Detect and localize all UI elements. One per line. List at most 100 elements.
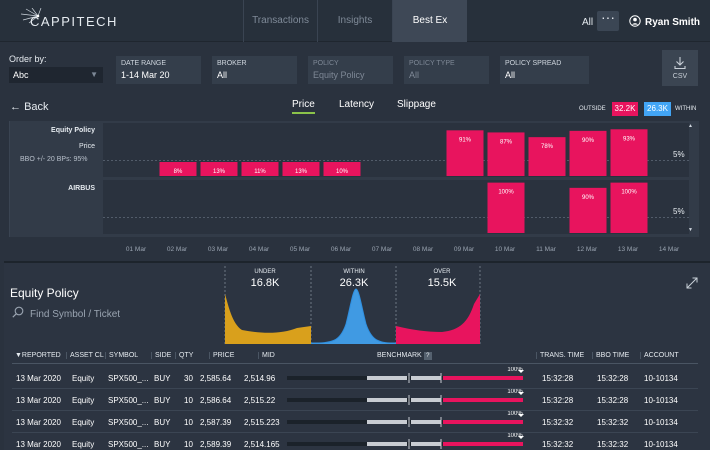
daily-compliance-chart: 8% 13% 11% 13% 10% 91% 87% 78% 90% 93% 100% 90% 100%…	[9, 121, 699, 237]
legend-within-value: 26.3K	[644, 102, 671, 116]
search-input[interactable]	[30, 307, 210, 321]
policy-spread-label: POLICY SPREAD	[505, 60, 562, 67]
legend-outside-label: OUTSIDE	[579, 106, 606, 112]
col-symbol[interactable]: SYMBOL	[105, 352, 138, 359]
table-row[interactable]: 13 Mar 2020 Equity SPX500_... BUY 30 2,585.64…	[12, 367, 698, 389]
x-tick-label: 14 Mar	[659, 246, 680, 253]
bar-data-label: 100%	[621, 190, 637, 196]
tab-transactions[interactable]: Transactions	[243, 0, 317, 42]
col-account[interactable]: ACCOUNT	[640, 352, 679, 359]
broker-label: BROKER	[217, 60, 247, 67]
asset-class-cell: Equity	[72, 418, 95, 427]
bar-data-label: 87%	[500, 139, 513, 145]
tab-latency[interactable]: Latency	[339, 99, 375, 110]
scroll-down-arrow[interactable]: ▼	[688, 227, 693, 233]
order-by-select[interactable]: Abc ▼	[9, 67, 103, 83]
within-curve	[311, 289, 396, 344]
tab-price[interactable]: Price	[292, 99, 315, 114]
price-cell: 2,585.64	[200, 374, 232, 383]
x-tick-label: 09 Mar	[454, 246, 475, 253]
table-row[interactable]: 13 Mar 2020 Equity SPX500_... BUY 10 2,586.64…	[12, 389, 698, 411]
policy-spread-filter[interactable]: POLICY SPREAD All	[500, 56, 589, 84]
account-filter[interactable]: All	[582, 17, 594, 28]
x-axis: 01 Mar 02 Mar 03 Mar 04 Mar 05 Mar 06 Mar 07 M…	[126, 246, 680, 253]
policy-filter[interactable]: POLICY Equity Policy	[308, 56, 393, 84]
threshold-label: 5%	[673, 207, 685, 216]
bench-value-label: 100%	[507, 367, 523, 373]
bar-data-label: 78%	[541, 144, 554, 150]
side-cell: BUY	[154, 418, 171, 427]
qty-cell: 10	[184, 418, 193, 427]
trans-time-cell: 15:32:28	[542, 396, 574, 405]
asset-class-cell: Equity	[72, 374, 95, 383]
policy-spread-value: All	[505, 70, 516, 80]
col-benchmark[interactable]: BENCHMARK?	[377, 352, 432, 360]
distribution-within-value: 26.3K	[339, 277, 369, 289]
distribution-within-label: WITHIN	[343, 269, 365, 275]
bench-band	[411, 420, 441, 424]
tab-best-ex[interactable]: Best Ex	[392, 0, 467, 42]
account-cell: 10-10134	[644, 396, 678, 405]
detail-title: Equity Policy	[10, 286, 79, 300]
bench-value-label: 100%	[507, 389, 523, 395]
help-icon[interactable]: ?	[423, 352, 432, 360]
table-row[interactable]: 13 Mar 2020 Equity SPX500_... BUY 10 2,589.39…	[12, 433, 698, 450]
distribution-under-label: UNDER	[254, 269, 276, 275]
symbol-cell: SPX500_...	[108, 396, 149, 405]
tab-slippage[interactable]: Slippage	[397, 99, 436, 110]
policy-type-filter[interactable]: POLICY TYPE All	[404, 56, 489, 84]
user-name[interactable]: Ryan Smith	[645, 17, 701, 28]
bar-data-label: 11%	[254, 169, 266, 175]
table-row[interactable]: 13 Mar 2020 Equity SPX500_... BUY 10 2,587.39…	[12, 411, 698, 433]
csv-export-button[interactable]: CSV	[662, 50, 698, 86]
reported-cell: 13 Mar 2020	[16, 374, 61, 383]
scroll-up-arrow[interactable]: ▲	[688, 123, 693, 129]
col-mid[interactable]: MID	[258, 352, 275, 359]
col-qty[interactable]: QTY	[175, 352, 193, 359]
col-bbo-time[interactable]: BBO TIME	[592, 352, 629, 359]
bench-pointer	[518, 436, 524, 439]
col-side[interactable]: SIDE	[151, 352, 171, 359]
bench-band	[411, 376, 441, 380]
user-icon[interactable]	[629, 15, 641, 27]
chart-bar	[487, 132, 525, 176]
chart-bar	[200, 162, 238, 176]
table-header: ▼REPORTED ASSET CL SYMBOL SIDE QTY PRICE…	[12, 350, 698, 364]
reported-cell: 13 Mar 2020	[16, 396, 61, 405]
side-cell: BUY	[154, 374, 171, 383]
order-by-label: Order by:	[9, 54, 47, 64]
row-title-airbus: AIRBUS	[68, 185, 95, 192]
col-trans-time[interactable]: TRANS. TIME	[536, 352, 584, 359]
account-cell: 10-10134	[644, 440, 678, 449]
asset-class-cell: Equity	[72, 396, 95, 405]
bench-band	[411, 398, 441, 402]
x-tick-label: 07 Mar	[372, 246, 393, 253]
bar-data-label: 10%	[336, 169, 349, 175]
bench-value-label: 100%	[507, 433, 523, 439]
search-icon	[12, 306, 24, 318]
col-asset-class[interactable]: ASSET CL	[66, 352, 104, 359]
price-cell: 2,587.39	[200, 418, 232, 427]
bench-value-label: 100%	[507, 411, 523, 417]
distribution-under-value: 16.8K	[250, 277, 280, 289]
bench-band	[367, 442, 407, 446]
broker-filter[interactable]: BROKER All	[212, 56, 297, 84]
chevron-down-icon: ▼	[90, 70, 98, 79]
col-price[interactable]: PRICE	[209, 352, 234, 359]
price-cell: 2,589.39	[200, 440, 232, 449]
x-tick-label: 11 Mar	[536, 246, 557, 253]
chart-bar	[446, 130, 484, 176]
bar-data-label: 93%	[623, 136, 636, 142]
x-tick-label: 06 Mar	[331, 246, 352, 253]
bench-outside-fill	[443, 398, 523, 402]
expand-icon[interactable]	[686, 277, 698, 289]
more-options-button[interactable]: ···	[597, 10, 619, 31]
date-range-filter[interactable]: DATE RANGE 1-14 Mar 20	[116, 56, 201, 84]
symbol-cell: SPX500_...	[108, 418, 149, 427]
x-tick-label: 13 Mar	[618, 246, 639, 253]
tab-insights[interactable]: Insights	[317, 0, 392, 42]
x-tick-label: 01 Mar	[126, 246, 147, 253]
legend-within-label: WITHIN	[675, 106, 697, 112]
back-button[interactable]: ← Back	[10, 101, 49, 113]
col-reported[interactable]: ▼REPORTED	[15, 352, 61, 359]
